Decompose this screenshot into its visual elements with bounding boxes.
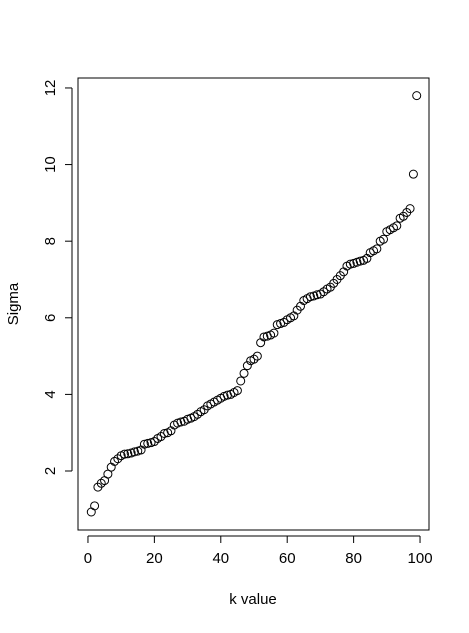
- y-tick-label: 6: [42, 314, 59, 322]
- point: [405, 204, 415, 214]
- point: [143, 438, 153, 448]
- y-tick-label: 4: [42, 390, 59, 398]
- point: [86, 507, 96, 517]
- point: [129, 447, 139, 457]
- point: [242, 361, 252, 371]
- point: [193, 409, 203, 419]
- point: [249, 354, 259, 364]
- x-tick-label: 20: [146, 550, 163, 567]
- point: [156, 432, 166, 442]
- point: [90, 501, 100, 511]
- point: [379, 234, 389, 244]
- x-tick-label: 0: [84, 550, 92, 567]
- plot-frame: [77, 77, 430, 531]
- point: [279, 317, 289, 327]
- point: [113, 454, 123, 464]
- point: [392, 221, 402, 231]
- point: [149, 437, 159, 447]
- x-tick-label: 80: [345, 550, 362, 567]
- x-tick-label: 40: [212, 550, 229, 567]
- y-tick-label: 12: [42, 80, 59, 97]
- point: [345, 259, 355, 269]
- x-axis-label: k value: [229, 591, 277, 608]
- y-axis-label: Sigma: [5, 282, 22, 325]
- point: [236, 376, 246, 386]
- point: [139, 439, 149, 449]
- x-tick-label: 100: [408, 550, 433, 567]
- point: [305, 292, 315, 302]
- point: [110, 456, 120, 466]
- point: [269, 328, 279, 338]
- point: [259, 332, 269, 342]
- point: [123, 449, 133, 459]
- y-tick-label: 10: [42, 156, 59, 173]
- point: [232, 386, 242, 396]
- point: [412, 91, 422, 101]
- point: [372, 244, 382, 254]
- point: [252, 351, 262, 361]
- y-tick-label: 8: [42, 237, 59, 245]
- point: [319, 287, 329, 297]
- y-tick-label: 2: [42, 467, 59, 475]
- point: [119, 449, 129, 459]
- point: [239, 368, 249, 378]
- point: [96, 478, 106, 488]
- x-tick-label: 60: [279, 550, 296, 567]
- point: [408, 169, 418, 179]
